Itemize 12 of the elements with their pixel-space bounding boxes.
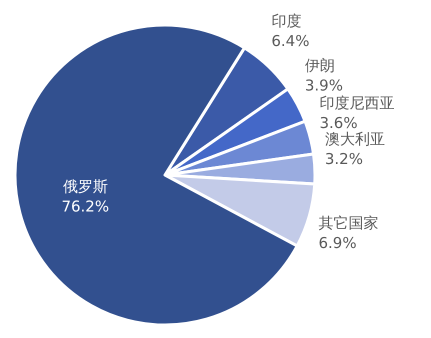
slice-label: 澳大利亚 — [324, 130, 385, 148]
data-label: 3.6% — [320, 114, 358, 132]
data-label: 76.2% — [61, 197, 110, 216]
slice-label: 印度尼西亚 — [320, 94, 394, 112]
data-label: 3.2% — [324, 150, 363, 168]
data-label: 3.9% — [304, 76, 343, 94]
slice-label: 其它国家 — [318, 214, 378, 232]
slice-label: 伊朗 — [304, 56, 335, 74]
slice-label: 印度 — [271, 12, 302, 30]
data-label: 6.4% — [271, 32, 310, 50]
slice-label: 俄罗斯 — [62, 177, 108, 196]
data-label: 6.9% — [318, 234, 357, 252]
